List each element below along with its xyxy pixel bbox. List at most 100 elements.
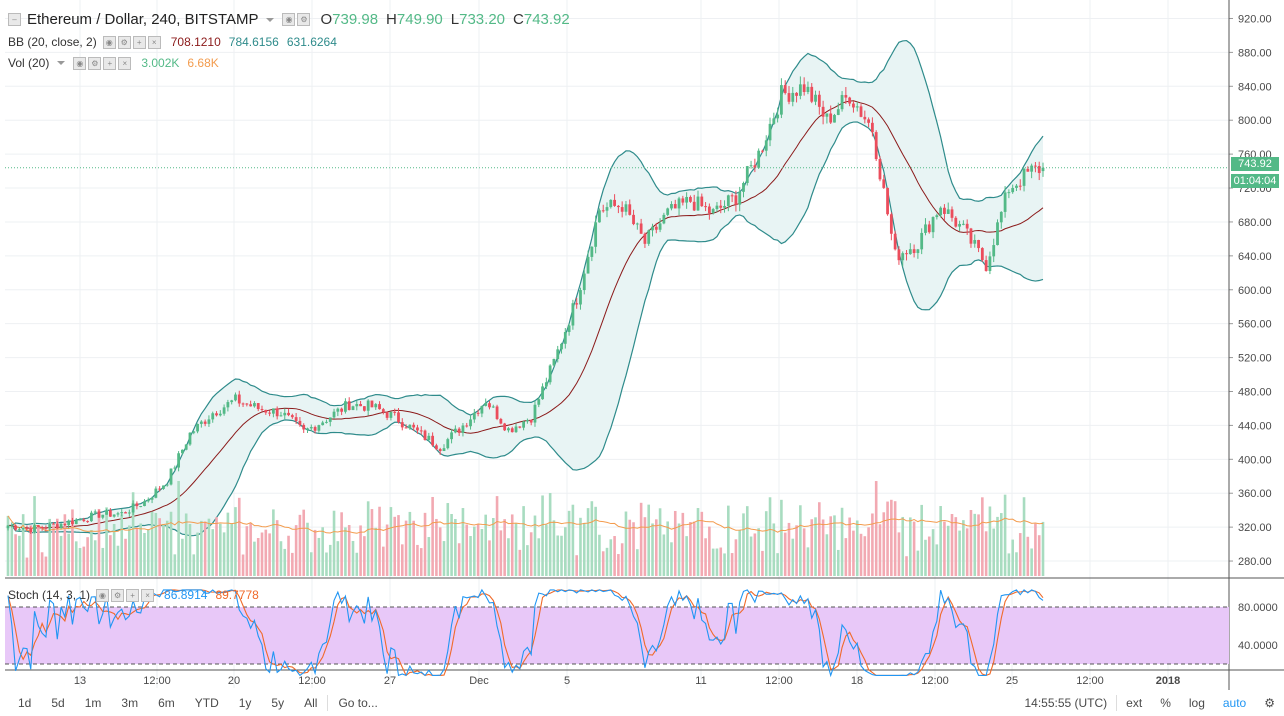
add-icon[interactable]: + [132, 35, 146, 49]
candle-body [442, 448, 446, 452]
volume-bar [150, 511, 154, 576]
close-icon[interactable]: × [141, 588, 155, 602]
collapse-icon[interactable]: – [8, 13, 21, 26]
range-ytd[interactable]: YTD [194, 696, 219, 710]
volume-bar [90, 530, 93, 576]
candle-body [397, 412, 400, 423]
bb-basis-line [7, 100, 1044, 529]
eye-icon[interactable]: ◉ [282, 13, 296, 26]
y-tick-label: 280.00 [1238, 556, 1272, 568]
volume-bar [776, 553, 779, 576]
range-5y[interactable]: 5y [271, 696, 285, 710]
volume-bar [825, 534, 829, 576]
volume-bar [340, 512, 343, 576]
candle-body [730, 195, 734, 197]
volume-bar [848, 517, 851, 576]
settings-icon[interactable]: ⚙ [297, 13, 311, 26]
price-chart[interactable]: 280.00 320.00 360.00 400.00 440.00 480.00 520.… [0, 0, 1284, 690]
log-toggle[interactable]: log [1188, 696, 1205, 710]
volume-bar [787, 522, 791, 576]
add-icon[interactable]: + [103, 56, 117, 70]
volume-bar [1011, 539, 1014, 576]
volume-bar [624, 511, 628, 576]
volume-bar [154, 512, 158, 576]
candle-body [344, 401, 347, 412]
candle-body [230, 400, 234, 403]
volume-bar [753, 533, 757, 576]
stoch-label[interactable]: Stoch (14, 3, 1) [8, 588, 91, 602]
range-3m[interactable]: 3m [121, 696, 139, 710]
vol-label[interactable]: Vol (20) [8, 56, 50, 70]
volume-bar [253, 541, 256, 576]
candle-body [385, 412, 389, 418]
y-tick-label: 800.00 [1238, 115, 1272, 127]
candle-body [370, 400, 374, 408]
eye-icon[interactable]: ◉ [96, 588, 110, 602]
chevron-down-icon[interactable] [266, 17, 275, 22]
volume-bar [738, 530, 742, 576]
candle-body [431, 435, 435, 446]
chevron-down-icon[interactable] [57, 61, 66, 65]
range-1y[interactable]: 1y [238, 696, 252, 710]
candle-body [469, 419, 472, 427]
volume-bar [518, 549, 522, 576]
candle-body [719, 205, 723, 208]
settings-icon[interactable]: ⚙ [117, 35, 131, 49]
range-6m[interactable]: 6m [158, 696, 175, 710]
symbol-title[interactable]: Ethereum / Dollar, 240, BITSTAMP [27, 11, 259, 28]
candle-body [802, 84, 806, 93]
candle-body [643, 233, 647, 244]
range-all[interactable]: All [304, 696, 318, 710]
candle-body [662, 214, 666, 224]
candle-body [787, 93, 791, 102]
candle-body [958, 223, 961, 227]
volume-bar [730, 553, 734, 576]
ext-toggle[interactable]: ext [1126, 696, 1143, 710]
bb-label[interactable]: BB (20, close, 2) [8, 35, 97, 49]
volume-bar [438, 527, 442, 576]
candle-body [996, 222, 999, 246]
x-tick-label: 5 [564, 675, 570, 687]
candle-body [882, 179, 886, 188]
candle-body [620, 207, 624, 212]
percent-toggle[interactable]: % [1160, 696, 1171, 710]
x-tick-label: 11 [695, 675, 706, 687]
volume-bar [14, 534, 17, 576]
volume-bar [294, 525, 298, 576]
volume-bar [579, 517, 582, 576]
eye-icon[interactable]: ◉ [73, 56, 87, 70]
auto-toggle[interactable]: auto [1222, 696, 1247, 710]
range-1d[interactable]: 1d [18, 696, 32, 710]
volume-bar [97, 508, 101, 576]
candle-body [226, 402, 230, 408]
add-icon[interactable]: + [126, 588, 140, 602]
volume-bar [226, 512, 230, 576]
close-icon[interactable]: × [147, 35, 161, 49]
utc-time[interactable]: 14:55:55 (UTC) [1024, 696, 1108, 710]
volume-bar [871, 513, 874, 576]
volume-bar [507, 538, 510, 576]
volume-bar [681, 512, 685, 576]
candle-body [567, 325, 571, 333]
range-5d[interactable]: 5d [51, 696, 65, 710]
candle-body [165, 484, 169, 486]
settings-icon[interactable]: ⚙ [88, 56, 102, 70]
candle-body [810, 86, 814, 102]
goto-button[interactable]: Go to... [338, 696, 378, 710]
candle-body [700, 196, 704, 207]
close-icon[interactable]: × [118, 56, 132, 70]
candle-body [309, 427, 313, 429]
volume-bar [419, 548, 423, 576]
gear-icon[interactable]: ⚙ [1264, 696, 1275, 710]
close-value: 743.92 [523, 11, 570, 28]
volume-bar [93, 540, 97, 576]
eye-icon[interactable]: ◉ [102, 35, 116, 49]
range-1m[interactable]: 1m [84, 696, 102, 710]
volume-bar [412, 520, 415, 576]
volume-bar [291, 552, 294, 576]
settings-icon[interactable]: ⚙ [111, 588, 125, 602]
candle-body [33, 525, 36, 533]
candle-body [806, 86, 810, 93]
volume-bar [431, 496, 434, 576]
volume-bar [1015, 552, 1018, 576]
